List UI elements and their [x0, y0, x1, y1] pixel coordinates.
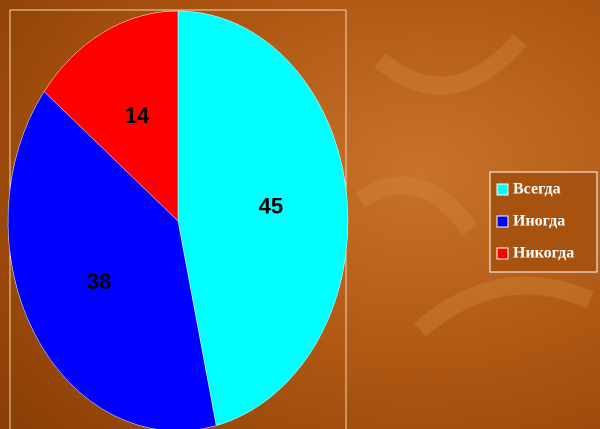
- pie-slice: [43, 10, 179, 222]
- legend-swatch: [496, 183, 509, 196]
- pie-slice: [177, 10, 349, 426]
- data-label: 38: [87, 269, 111, 294]
- legend-swatch: [496, 247, 509, 260]
- legend-label: Иногда: [513, 213, 565, 230]
- pie: 45 38 14: [7, 10, 349, 429]
- legend: Всегда Иногда Никогда: [489, 171, 598, 273]
- data-label: 14: [125, 103, 150, 128]
- legend-label: Никогда: [513, 245, 574, 262]
- pie-slice: [7, 91, 217, 429]
- decoration: [355, 34, 594, 337]
- legend-label: Всегда: [513, 181, 561, 198]
- legend-swatch: [496, 215, 509, 228]
- data-label: 45: [259, 194, 283, 219]
